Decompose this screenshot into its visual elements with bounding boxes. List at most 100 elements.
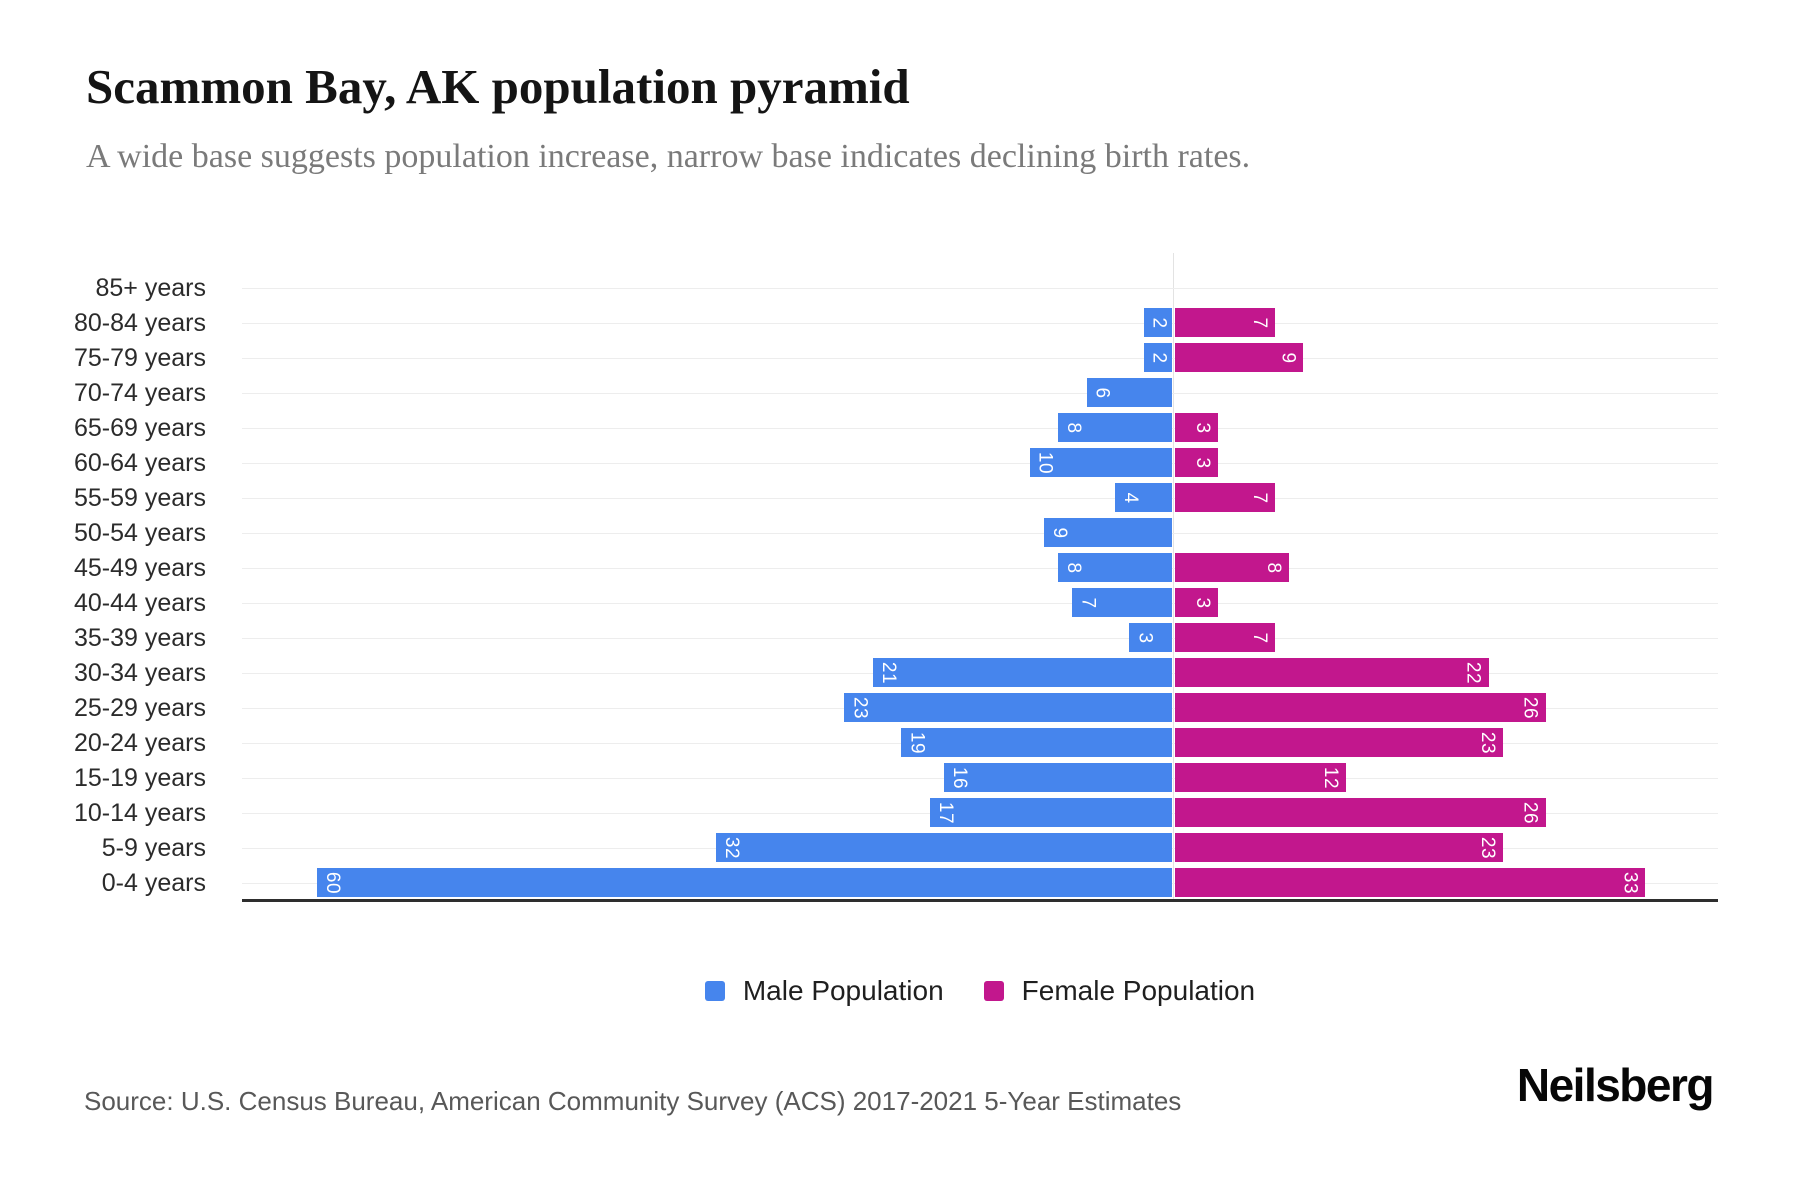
center-axis-line — [1173, 253, 1174, 899]
female-bar: 7 — [1175, 623, 1275, 652]
legend-label: Male Population — [742, 975, 944, 1006]
age-group-label: 65-69 years — [73, 413, 206, 442]
age-group-label: 75-79 years — [73, 343, 206, 372]
male-bar-value: 32 — [721, 836, 742, 859]
female-bar: 9 — [1175, 343, 1304, 372]
female-bar: 33 — [1175, 868, 1646, 897]
female-bar: 7 — [1175, 308, 1275, 337]
age-group-label: 20-24 years — [73, 728, 206, 757]
row-gridline — [242, 288, 1718, 289]
female-bar-value: 7 — [1248, 631, 1270, 644]
female-bar-value: 7 — [1248, 316, 1270, 329]
female-bar: 26 — [1175, 693, 1546, 722]
age-group-label: 60-64 years — [73, 448, 206, 477]
male-bar-value: 2 — [1148, 316, 1170, 329]
age-group-label: 0-4 years — [101, 868, 206, 897]
female-bar: 26 — [1175, 798, 1546, 827]
female-bar-value: 23 — [1476, 836, 1498, 859]
legend-item-female: Female Population — [983, 975, 1256, 1007]
male-bar: 2 — [1143, 343, 1172, 372]
age-group-label: 40-44 years — [73, 588, 206, 617]
age-group-label: 35-39 years — [73, 623, 206, 652]
male-bar: 8 — [1058, 413, 1172, 442]
female-bar: 3 — [1175, 448, 1218, 477]
female-bar: 3 — [1175, 413, 1218, 442]
legend-swatch-icon — [983, 981, 1004, 1001]
female-bar-value: 12 — [1320, 766, 1341, 789]
brand-logo: Neilsberg — [1516, 1059, 1715, 1111]
age-group-label: 70-74 years — [73, 378, 206, 407]
chart-subtitle: A wide base suggests population increase… — [86, 138, 1251, 175]
male-bar: 21 — [872, 658, 1172, 687]
male-bar-value: 16 — [949, 766, 970, 789]
row-gridline — [242, 498, 1718, 499]
male-bar: 23 — [844, 693, 1172, 722]
row-gridline — [242, 603, 1718, 604]
male-bar-value: 7 — [1077, 596, 1099, 609]
row-gridline — [242, 428, 1718, 429]
male-bar: 32 — [716, 833, 1172, 862]
age-group-label: 30-34 years — [73, 658, 206, 687]
female-bar: 12 — [1175, 763, 1346, 792]
male-bar: 60 — [317, 868, 1172, 897]
row-gridline — [242, 533, 1718, 534]
female-bar-value: 8 — [1263, 561, 1284, 574]
female-bar-value: 7 — [1248, 491, 1270, 504]
age-group-label: 5-9 years — [101, 833, 206, 862]
row-gridline — [242, 568, 1718, 569]
x-axis-baseline — [242, 899, 1718, 902]
male-bar: 17 — [929, 798, 1172, 827]
female-bar: 3 — [1175, 588, 1218, 617]
female-bar-value: 22 — [1462, 661, 1484, 684]
male-bar-value: 8 — [1063, 421, 1084, 434]
chart-title: Scammon Bay, AK population pyramid — [86, 59, 910, 114]
legend-swatch-icon — [704, 981, 725, 1001]
age-group-label: 85+ years — [95, 273, 207, 302]
male-bar-value: 8 — [1063, 561, 1084, 574]
female-bar-value: 3 — [1191, 456, 1213, 469]
male-bar-value: 4 — [1120, 491, 1141, 504]
male-bar-value: 3 — [1134, 631, 1156, 644]
female-bar-value: 33 — [1619, 871, 1641, 894]
male-bar-value: 6 — [1091, 386, 1113, 399]
age-group-label: 50-54 years — [73, 518, 206, 547]
legend: Male Population Female Population — [242, 975, 1718, 1007]
row-gridline — [242, 323, 1718, 324]
age-group-label: 80-84 years — [73, 308, 206, 337]
female-bar-value: 3 — [1191, 421, 1213, 434]
female-bar: 8 — [1175, 553, 1289, 582]
male-bar: 2 — [1143, 308, 1172, 337]
male-bar-value: 21 — [877, 661, 899, 684]
male-bar-value: 9 — [1048, 526, 1070, 539]
male-bar: 4 — [1115, 483, 1172, 512]
source-note: Source: U.S. Census Bureau, American Com… — [84, 1086, 1182, 1116]
male-bar: 8 — [1058, 553, 1172, 582]
legend-item-male: Male Population — [704, 975, 944, 1007]
age-group-label: 25-29 years — [73, 693, 206, 722]
male-bar: 10 — [1029, 448, 1172, 477]
female-bar: 23 — [1175, 728, 1503, 757]
female-bar-value: 23 — [1476, 731, 1498, 754]
row-gridline — [242, 358, 1718, 359]
male-bar: 3 — [1129, 623, 1172, 652]
male-bar-value: 17 — [934, 801, 956, 824]
male-bar-value: 10 — [1034, 451, 1056, 474]
male-bar-value: 2 — [1148, 351, 1170, 364]
row-gridline — [242, 393, 1718, 394]
male-bar-value: 60 — [322, 871, 343, 894]
age-group-label: 45-49 years — [73, 553, 206, 582]
female-bar: 7 — [1175, 483, 1275, 512]
male-bar: 19 — [901, 728, 1172, 757]
female-bar-value: 26 — [1519, 801, 1541, 824]
age-group-label: 10-14 years — [73, 798, 206, 827]
female-bar-value: 9 — [1277, 351, 1299, 364]
row-gridline — [242, 463, 1718, 464]
legend-label: Female Population — [1021, 975, 1256, 1006]
age-group-label: 15-19 years — [73, 763, 206, 792]
male-bar: 6 — [1086, 378, 1172, 407]
female-bar-value: 3 — [1191, 596, 1213, 609]
male-bar: 16 — [944, 763, 1172, 792]
male-bar: 9 — [1043, 518, 1172, 547]
